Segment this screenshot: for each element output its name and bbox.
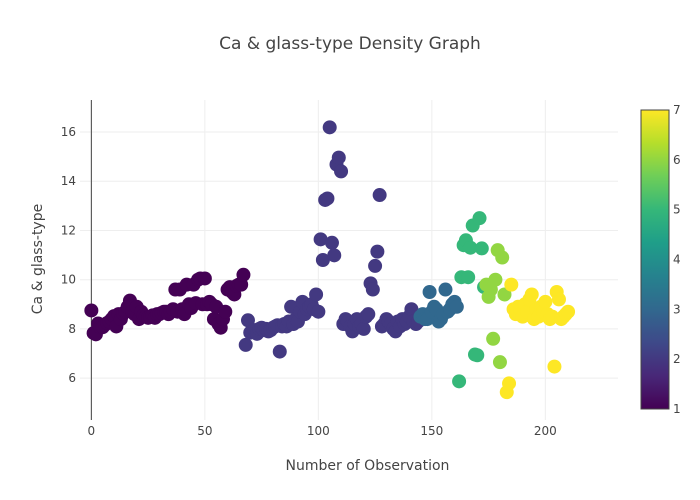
data-point[interactable] xyxy=(361,307,376,322)
data-point[interactable] xyxy=(309,287,324,302)
x-tick-label: 100 xyxy=(307,424,330,438)
data-point[interactable] xyxy=(547,359,562,374)
data-point[interactable] xyxy=(449,299,464,314)
data-point[interactable] xyxy=(452,374,467,389)
data-points[interactable] xyxy=(84,120,576,400)
data-point[interactable] xyxy=(551,292,566,307)
data-point[interactable] xyxy=(334,164,349,179)
data-point[interactable] xyxy=(365,282,380,297)
colorbar-tick-label: 3 xyxy=(673,302,681,316)
axis-ticks: 6 8 10 12 14 16 0 50 100 150 200 xyxy=(61,125,557,438)
data-point[interactable] xyxy=(331,150,346,165)
data-point[interactable] xyxy=(461,270,476,285)
data-point[interactable] xyxy=(320,191,335,206)
y-tick-label: 12 xyxy=(61,223,76,237)
x-axis-title: Number of Observation xyxy=(285,458,450,474)
x-tick-label: 0 xyxy=(88,424,96,438)
data-point[interactable] xyxy=(238,337,253,352)
y-tick-label: 16 xyxy=(61,125,76,139)
data-point[interactable] xyxy=(497,287,512,302)
data-point[interactable] xyxy=(502,376,517,391)
data-point[interactable] xyxy=(538,294,553,309)
data-point[interactable] xyxy=(356,321,371,336)
x-tick-label: 50 xyxy=(197,424,212,438)
data-point[interactable] xyxy=(474,241,489,256)
colorbar-tick-label: 4 xyxy=(673,253,681,267)
y-tick-label: 8 xyxy=(68,322,76,336)
data-point[interactable] xyxy=(524,287,539,302)
colorbar: 1 2 3 4 5 6 7 xyxy=(640,103,681,416)
data-point[interactable] xyxy=(438,282,453,297)
colorbar-tick-label: 1 xyxy=(673,402,681,416)
data-point[interactable] xyxy=(236,267,251,282)
data-point[interactable] xyxy=(561,304,576,319)
y-tick-label: 10 xyxy=(61,273,76,287)
data-point[interactable] xyxy=(472,211,487,226)
data-point[interactable] xyxy=(311,304,326,319)
data-point[interactable] xyxy=(197,271,212,286)
data-point[interactable] xyxy=(240,313,255,328)
data-point[interactable] xyxy=(324,235,339,250)
colorbar-tick-label: 7 xyxy=(673,103,681,117)
data-point[interactable] xyxy=(370,244,385,259)
y-axis-title: Ca & glass-type xyxy=(30,203,46,315)
data-point[interactable] xyxy=(495,250,510,265)
data-point[interactable] xyxy=(327,248,342,263)
data-point[interactable] xyxy=(372,188,387,203)
data-point[interactable] xyxy=(463,240,478,255)
y-tick-label: 6 xyxy=(68,371,76,385)
data-point[interactable] xyxy=(504,277,519,292)
data-point[interactable] xyxy=(322,120,337,135)
colorbar-tick-label: 2 xyxy=(673,352,681,366)
x-tick-label: 200 xyxy=(534,424,557,438)
colorbar-gradient xyxy=(640,109,670,410)
data-point[interactable] xyxy=(486,331,501,346)
data-point[interactable] xyxy=(218,304,233,319)
colorbar-tick-label: 6 xyxy=(673,153,681,167)
y-tick-label: 14 xyxy=(61,174,76,188)
data-point[interactable] xyxy=(422,285,437,299)
data-point[interactable] xyxy=(272,344,287,359)
data-point[interactable] xyxy=(368,258,383,273)
colorbar-tick-label: 5 xyxy=(673,203,681,217)
data-point[interactable] xyxy=(315,253,330,267)
data-point[interactable] xyxy=(488,272,503,287)
grid-lines xyxy=(80,100,618,420)
data-point[interactable] xyxy=(313,232,328,247)
data-point[interactable] xyxy=(84,303,99,318)
data-point[interactable] xyxy=(492,355,507,370)
x-tick-label: 150 xyxy=(420,424,443,438)
chart-title: Ca & glass-type Density Graph xyxy=(219,34,481,54)
data-point[interactable] xyxy=(470,348,485,363)
